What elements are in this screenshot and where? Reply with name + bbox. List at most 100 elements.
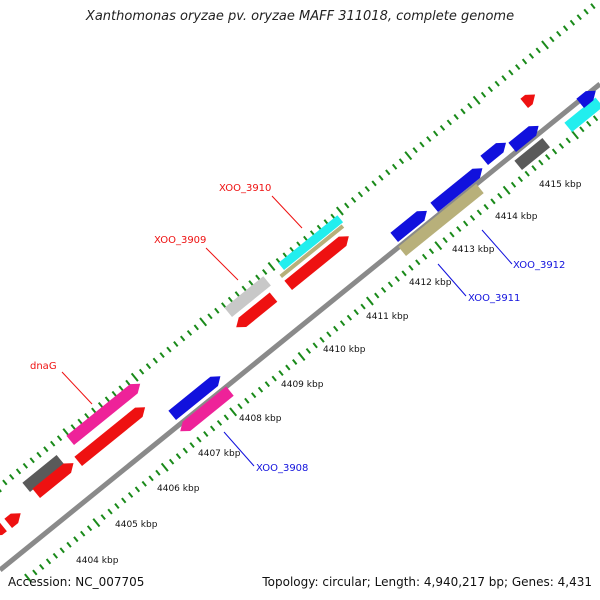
gene-feature — [279, 224, 345, 278]
tick-dash — [439, 125, 446, 131]
tick-dash — [285, 364, 291, 371]
tick-dash — [45, 558, 52, 565]
tick-dash — [70, 424, 76, 431]
label-leader-line — [205, 247, 239, 281]
tick-dash — [229, 407, 238, 417]
gene-label[interactable]: XOO_3909 — [154, 235, 206, 246]
tick-label: 4411 kbp — [366, 312, 409, 322]
tick-dash — [460, 108, 466, 115]
map-title: Xanthomonas oryzae pv. oryzae MAFF 31101… — [85, 9, 515, 24]
tick-dash — [456, 226, 462, 233]
tick-dash — [118, 385, 124, 392]
tick-dash — [244, 397, 250, 404]
gene-feature — [564, 97, 600, 132]
tick-dash — [24, 573, 32, 583]
tick-dash — [428, 248, 435, 255]
gene-label[interactable]: XOO_3912 — [513, 260, 565, 271]
tick-dash — [571, 130, 579, 140]
gene-feature — [168, 376, 221, 420]
tick-dash — [462, 220, 469, 227]
label-leader-line — [481, 229, 513, 265]
tick-dash — [521, 58, 528, 65]
tick-dash — [391, 163, 398, 170]
tick-dash — [472, 95, 481, 105]
tick-label-layer: 4404 kbp 4405 kbp 4406 kbp 4407 kbp 4408 kbp… — [76, 180, 582, 566]
tick-dash — [353, 309, 359, 316]
tick-dash — [227, 296, 234, 303]
tick-dash — [576, 14, 582, 21]
tick-dash — [517, 176, 524, 183]
tick-dash — [408, 264, 414, 271]
tick-dash — [220, 302, 227, 309]
tick-label: 4413 kbp — [452, 245, 495, 255]
tick-dash — [182, 447, 188, 454]
tick-dash — [86, 525, 93, 532]
gene-label[interactable]: XOO_3908 — [256, 463, 308, 474]
tick-dash — [271, 375, 277, 382]
tick-dash — [134, 486, 141, 493]
tick-dash — [179, 335, 186, 342]
tick-dash — [32, 569, 38, 576]
tick-dash — [583, 8, 589, 15]
tick-dash — [501, 75, 507, 82]
tick-dash — [380, 287, 387, 293]
lower-tick-row — [24, 110, 600, 583]
tick-dash — [114, 503, 120, 509]
tick-dash — [483, 203, 489, 210]
tick-dash — [97, 401, 104, 408]
tick-dash — [141, 480, 147, 487]
gene-feature — [74, 407, 146, 466]
tick-dash — [152, 357, 158, 364]
tick-dash — [531, 165, 537, 172]
gene-feature — [576, 90, 596, 108]
tick-label: 4410 kbp — [323, 345, 366, 355]
tick-dash — [209, 425, 216, 432]
tick-dash — [490, 198, 496, 205]
tick-dash — [223, 414, 229, 421]
tick-dash — [592, 115, 599, 122]
tick-dash — [29, 457, 35, 464]
tick-dash — [515, 64, 521, 71]
tick-dash — [186, 329, 193, 336]
tick-label: 4404 kbp — [76, 556, 119, 566]
tick-dash — [297, 351, 306, 361]
tick-dash — [538, 159, 544, 166]
tick-label: 4408 kbp — [239, 414, 282, 424]
tick-dash — [319, 336, 325, 343]
tick-dash — [335, 206, 344, 216]
gene-feature — [236, 292, 278, 328]
gene-feature — [180, 386, 234, 432]
tick-dash — [378, 174, 384, 181]
tick-dash — [385, 169, 391, 176]
tick-label: 4406 kbp — [157, 484, 200, 494]
tick-dash — [350, 197, 357, 203]
tick-dash — [125, 379, 131, 386]
tick-dash — [434, 241, 443, 251]
tick-dash — [145, 363, 152, 370]
tick-dash — [130, 372, 139, 382]
gene-feature — [520, 94, 536, 108]
tick-dash — [549, 36, 555, 43]
gene-feature — [224, 276, 271, 317]
tick-dash — [278, 370, 284, 377]
tick-dash — [175, 453, 182, 460]
tick-dash — [248, 280, 254, 287]
tick-dash — [43, 446, 49, 453]
gene-label[interactable]: XOO_3910 — [219, 183, 271, 194]
tick-dash — [371, 180, 377, 187]
tick-dash — [333, 325, 339, 332]
gene-label[interactable]: XOO_3911 — [468, 293, 520, 304]
tick-dash — [262, 269, 268, 275]
tick-dash — [250, 392, 257, 399]
accession-label: Accession: NC_007705 — [8, 575, 145, 589]
tick-dash — [39, 563, 45, 570]
tick-label: 4405 kbp — [115, 520, 158, 530]
tick-dash — [36, 451, 42, 458]
tick-dash — [77, 418, 83, 425]
feature-layer — [0, 90, 600, 536]
tick-dash — [9, 473, 15, 480]
tick-dash — [0, 488, 2, 493]
gene-label[interactable]: dnaG — [30, 361, 57, 372]
gene-feature — [430, 168, 483, 212]
tick-dash — [469, 215, 476, 221]
